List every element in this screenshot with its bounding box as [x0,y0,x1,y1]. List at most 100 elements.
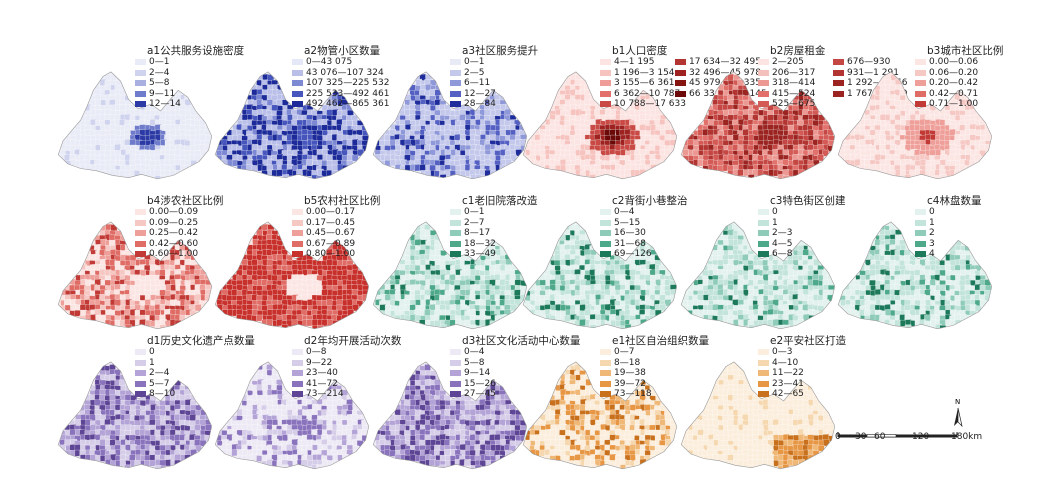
legend-swatch [758,91,769,97]
legend-swatch [292,91,303,97]
legend-item: 0 [135,347,175,358]
legend-item: 6 362—10 787 [600,89,686,100]
legend-swatch [292,251,303,257]
legend-item: 2—5 [450,68,496,79]
legend-item: 6—11 [450,78,496,89]
legend-swatch [915,70,926,76]
legend-label: 1 [772,218,778,229]
legend-label: 39—72 [614,379,646,390]
legend-item: 318—414 [758,78,815,89]
legend-swatch [758,70,769,76]
panel-title-c2: c2背街小巷整治 [612,193,687,208]
legend-label: 2 [929,228,935,239]
legend-swatch [915,59,926,65]
legend-label: 6—11 [464,78,490,89]
legend-swatch [450,59,461,65]
legend-item: 1 [758,218,792,229]
legend-label: 42—65 [772,389,804,400]
legend-item: 33—49 [450,249,496,260]
legend-item: 10 788—17 633 [600,99,686,110]
legend-item: 4 [915,249,935,260]
legend-swatch [135,349,146,355]
legend-item: 3 155—6 361 [600,78,686,89]
legend-label: 23—40 [306,368,338,379]
legend-label: 0.80—1.00 [306,249,355,260]
legend-item: 73—214 [292,389,344,400]
legend-label: 8—10 [149,389,175,400]
legend-item: 9—22 [292,358,344,369]
north-arrow-icon [948,402,968,432]
legend-swatch [758,370,769,376]
legend-swatch [135,209,146,215]
panel-title-b3: b3城市社区比例 [927,43,1003,58]
legend-label: 16—30 [614,228,646,239]
legend-item: 12—27 [450,89,496,100]
scale-bar: 0 30 60 120 180km [835,400,1035,450]
legend-swatch [450,370,461,376]
legend-label: 3 [929,239,935,250]
legend-swatch [600,381,611,387]
legend-swatch [135,101,146,107]
legend-item: 2 [915,228,935,239]
legend-swatch [450,70,461,76]
scale-tick-30: 30 [855,432,866,442]
legend-swatch [758,251,769,257]
legend-label: 4—1 195 [614,57,655,68]
legend-label: 4—10 [772,358,798,369]
legend-swatch [600,391,611,397]
legend-swatch [600,241,611,247]
legend-swatch [915,220,926,226]
legend-swatch [135,59,146,65]
legend-swatch [758,80,769,86]
legend-swatch [450,220,461,226]
legend-item: 41—72 [292,379,344,390]
legend-swatch [450,80,461,86]
legend-swatch [450,241,461,247]
legend-item: 0.06—0.20 [915,68,978,79]
legend-swatch [292,241,303,247]
legend-item: 4—5 [758,239,792,250]
legend-label: 0.00—0.09 [149,207,198,218]
legend-item: 0—7 [600,347,652,358]
legend-label: 0.42—0.71 [929,89,978,100]
legend-label: 4 [929,249,935,260]
legend-swatch [915,101,926,107]
legend-item: 3 [915,239,935,250]
legend-label: 5—7 [149,379,169,390]
legend-swatch [758,59,769,65]
legend-label: 12—27 [464,89,496,100]
legend-swatch [915,80,926,86]
legend-label: 19—38 [614,368,646,379]
legend-swatch [758,209,769,215]
legend-item: 0—1 [450,207,496,218]
legend-label: 33—49 [464,249,496,260]
legend-swatch [915,91,926,97]
legend-label: 11—22 [772,368,804,379]
legend-swatch [292,370,303,376]
legend-item: 0—4 [600,207,652,218]
legend-item: 1 196—3 154 [600,68,686,79]
legend-item: 2—4 [135,368,175,379]
legend-label: 0.67—0.89 [306,239,355,250]
legend-label: 1 [929,218,935,229]
legend-swatch [600,70,611,76]
legend-item: 4—1 195 [600,57,686,68]
legend-label: 8—17 [464,228,490,239]
legend-label: 4—5 [772,239,792,250]
panel-title-b5: b5农村社区比例 [304,193,380,208]
legend-label: 23—41 [772,379,804,390]
legend-swatch [135,370,146,376]
legend-swatch [758,391,769,397]
legend-label: 28—84 [464,99,496,110]
legend-item: 15—26 [450,379,496,390]
legend-swatch [135,251,146,257]
legend-item: 415—524 [758,89,815,100]
legend-item: 0.45—0.67 [292,228,355,239]
